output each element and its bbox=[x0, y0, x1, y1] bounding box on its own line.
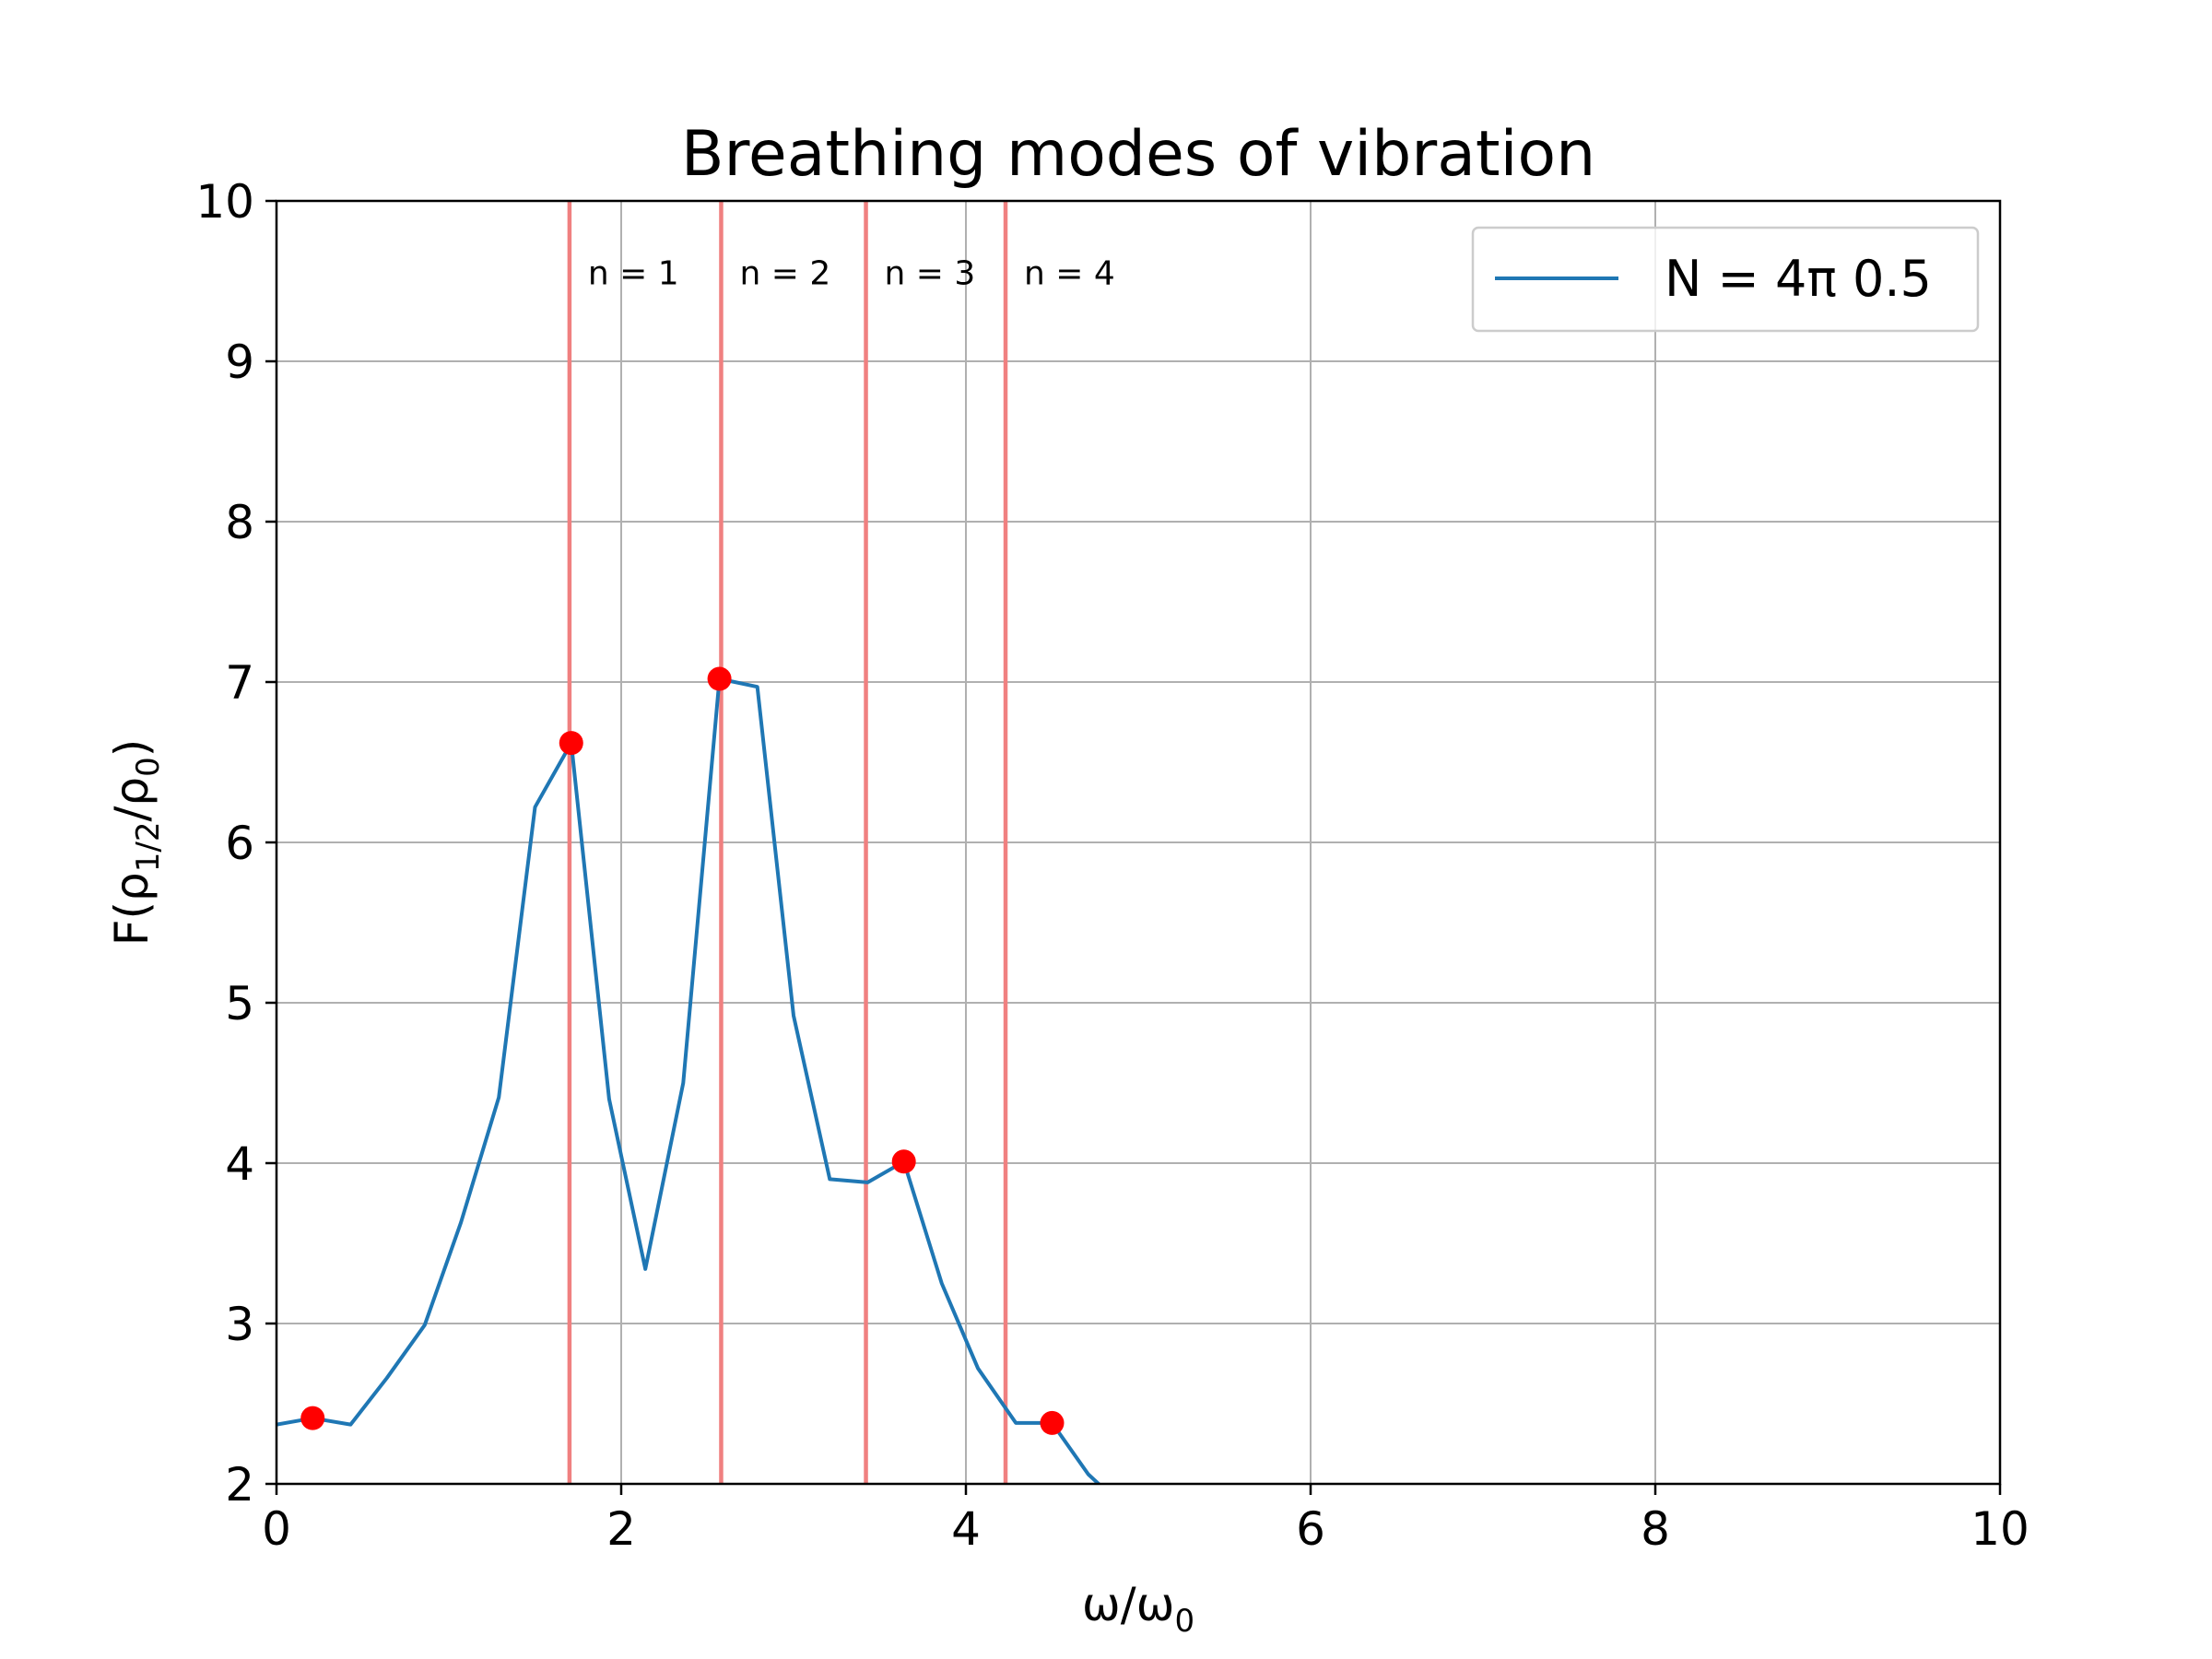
markers bbox=[300, 666, 1065, 1435]
y-tick-label: 7 bbox=[225, 656, 254, 710]
y-axis-label-part-2: 1/2 bbox=[130, 822, 167, 873]
y-axis-label-part-3: /ρ bbox=[105, 777, 159, 822]
y-tick-label: 5 bbox=[225, 977, 254, 1030]
marker-point bbox=[707, 666, 732, 691]
x-tick-label: 4 bbox=[951, 1502, 981, 1556]
marker-point bbox=[300, 1406, 325, 1430]
y-tick-label: 4 bbox=[225, 1137, 254, 1191]
vertical-lines: n = 1 n = 2 n = 3 n = 4 bbox=[567, 201, 1115, 1484]
x-axis-label-sub: 0 bbox=[1174, 1603, 1194, 1640]
vertical-line-label: n = 1 bbox=[588, 254, 679, 292]
x-axis-label: ω/ω0 bbox=[1082, 1578, 1194, 1640]
marker-point bbox=[1040, 1410, 1065, 1435]
x-tick-label: 0 bbox=[262, 1502, 291, 1556]
x-axis-label-main: ω/ω bbox=[1082, 1578, 1175, 1631]
marker-point bbox=[559, 731, 583, 756]
y-axis-label-part-1: F(ρ bbox=[105, 872, 159, 946]
y-axis-label: F(ρ1/2/ρ0) bbox=[105, 739, 167, 946]
series-layer bbox=[276, 677, 1101, 1484]
vertical-line-label: n = 3 bbox=[885, 254, 976, 292]
x-tick-label: 10 bbox=[1971, 1502, 2030, 1556]
y-tick-label: 8 bbox=[225, 496, 254, 549]
chart-title: Breathing modes of vibration bbox=[681, 118, 1595, 191]
y-axis-label-part-5: ) bbox=[105, 739, 159, 758]
y-tick-label: 6 bbox=[225, 817, 254, 870]
legend: N = 4π 0.5 bbox=[1471, 226, 1980, 333]
y-tick-label: 10 bbox=[195, 175, 254, 229]
legend-label: N = 4π 0.5 bbox=[1665, 250, 1932, 308]
vertical-line-label: n = 2 bbox=[739, 254, 830, 292]
marker-point bbox=[891, 1149, 916, 1174]
x-tick-label: 2 bbox=[606, 1502, 636, 1556]
x-tick-label: 6 bbox=[1296, 1502, 1325, 1556]
legend-box bbox=[1471, 226, 1980, 333]
y-tick-label: 2 bbox=[225, 1458, 254, 1512]
y-axis-label-part-4: 0 bbox=[130, 757, 167, 777]
x-tick-label: 8 bbox=[1641, 1502, 1670, 1556]
y-axis-label-text: F(ρ1/2/ρ0) bbox=[105, 739, 167, 946]
series-line bbox=[276, 677, 1101, 1484]
y-tick-label: 3 bbox=[225, 1298, 254, 1351]
y-tick-label: 9 bbox=[225, 335, 254, 389]
grid bbox=[276, 200, 2001, 1485]
vertical-line-label: n = 4 bbox=[1024, 254, 1115, 292]
